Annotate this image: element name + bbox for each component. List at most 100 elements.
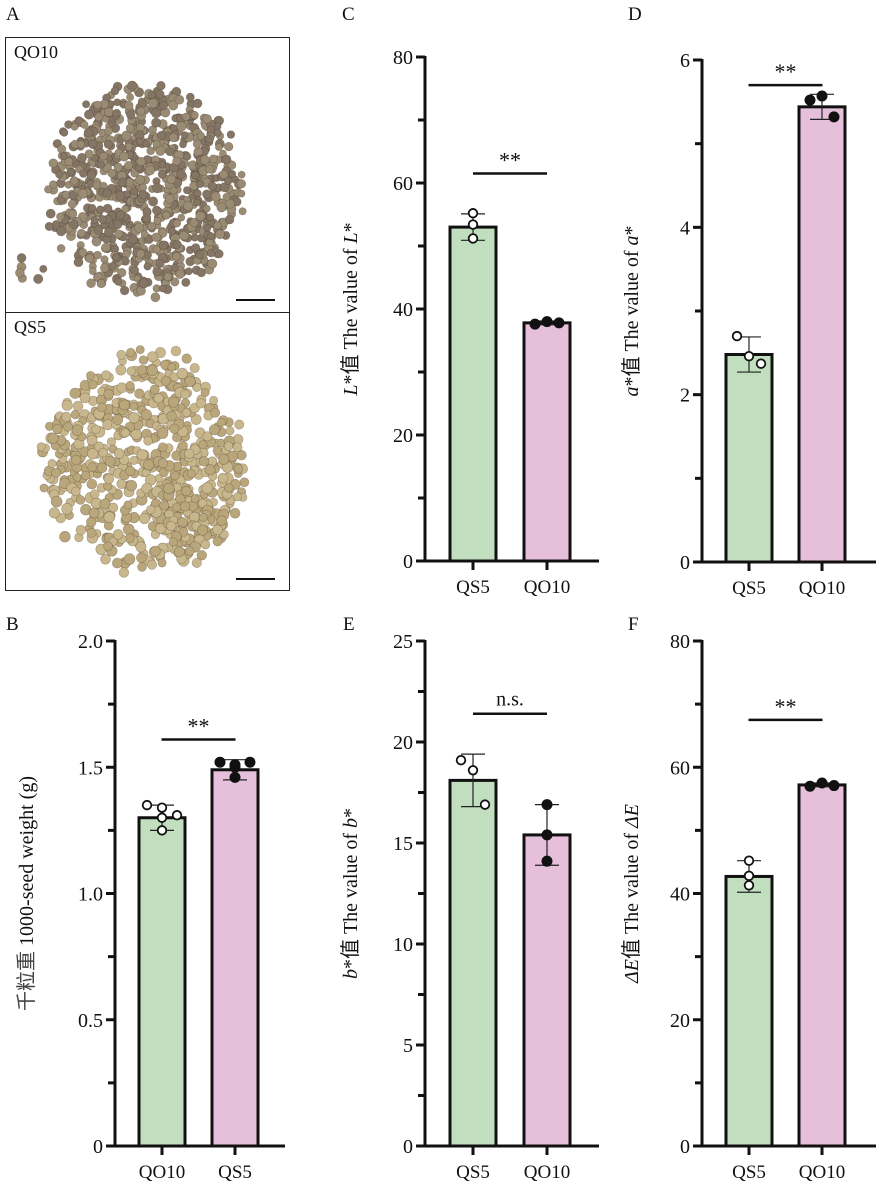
data-point: [743, 870, 755, 882]
seed: [88, 267, 97, 276]
seed: [214, 143, 223, 151]
seed: [118, 567, 130, 578]
seed: [170, 277, 180, 287]
seed: [179, 230, 190, 241]
data-point: [755, 358, 767, 369]
seed: [169, 186, 178, 195]
seed: [114, 191, 125, 202]
seed: [56, 212, 65, 221]
y-axis-label: b*值 The value of b*: [339, 808, 362, 979]
seed: [190, 413, 202, 425]
seed: [234, 419, 245, 430]
seed: [116, 267, 127, 278]
seed: [192, 139, 202, 149]
seed: [77, 153, 87, 163]
data-point: [804, 94, 816, 106]
seed: [72, 400, 84, 412]
seed: [238, 207, 247, 216]
seed: [203, 224, 212, 233]
seed: [56, 244, 66, 253]
seed: [226, 130, 236, 139]
x-tick-label: QS5: [456, 577, 490, 598]
data-point: [743, 880, 755, 891]
seed: [123, 160, 134, 171]
seed: [104, 126, 114, 136]
seed: [72, 472, 82, 482]
seed: [138, 278, 149, 289]
y-tick-label: 10: [393, 934, 413, 956]
seed: [140, 230, 149, 239]
y-tick-label: 0: [680, 1136, 690, 1158]
seed: [73, 257, 84, 268]
seed: [206, 213, 215, 222]
seed: [75, 524, 87, 536]
seed: [159, 240, 169, 250]
data-point: [541, 799, 553, 811]
seed: [95, 205, 105, 215]
seed: [224, 198, 235, 209]
seed: [222, 192, 231, 201]
bar-qs5: [210, 768, 260, 1148]
seed: [136, 106, 146, 116]
seed: [80, 120, 89, 129]
seed: [216, 202, 227, 213]
seed: [112, 253, 121, 262]
bar-qo10: [137, 816, 187, 1148]
seed-image-qo10: [15, 80, 247, 303]
seed: [99, 263, 110, 273]
seed: [177, 213, 186, 222]
seed: [145, 165, 156, 176]
seed: [170, 263, 179, 272]
seed: [98, 214, 107, 224]
seed: [67, 199, 78, 209]
seed: [157, 170, 167, 179]
seed: [79, 392, 91, 404]
seed: [103, 227, 114, 238]
seed: [102, 188, 112, 198]
seed: [224, 141, 234, 152]
seed: [184, 267, 193, 276]
seed: [96, 279, 106, 289]
y-axis-label: 千粒重 1000-seed weight (g): [15, 776, 38, 1011]
x-tick-label: QO10: [799, 578, 845, 599]
y-tick-label: 0.5: [78, 1010, 103, 1032]
y-tick-label: 0: [403, 551, 413, 573]
data-point: [467, 219, 479, 230]
y-tick-label: 4: [680, 217, 690, 239]
seed: [39, 264, 48, 273]
seed: [33, 273, 44, 284]
seed: [55, 170, 64, 179]
seed: [99, 151, 108, 161]
seed: [92, 180, 102, 190]
seed: [134, 388, 145, 399]
seed: [183, 200, 194, 212]
axes: [417, 640, 599, 1155]
seed: [179, 140, 187, 149]
seed: [112, 219, 123, 230]
seed: [119, 285, 130, 296]
seed: [115, 210, 126, 220]
x-tick-label: QS5: [218, 1162, 252, 1183]
seed: [207, 258, 218, 269]
seed: [100, 554, 111, 565]
seed: [93, 100, 102, 110]
seed: [213, 221, 222, 230]
seed: [44, 185, 53, 194]
x-tick-label: QO10: [139, 1162, 185, 1183]
y-tick-label: 80: [393, 47, 413, 69]
x-tick-label: QO10: [524, 577, 570, 598]
seed: [206, 125, 215, 134]
seed: [162, 211, 171, 220]
seed: [195, 211, 206, 222]
data-point: [541, 316, 553, 328]
seed: [237, 189, 246, 198]
seed: [79, 169, 88, 178]
seed: [94, 112, 103, 122]
y-tick-label: 20: [393, 425, 413, 447]
seed: [207, 232, 216, 241]
data-point: [828, 780, 840, 792]
seed: [196, 131, 205, 140]
data-point: [816, 90, 828, 102]
bar-qs5: [724, 353, 774, 564]
chart-d: 0 2 4 6 QS5 QO10 ** a*值 The value of a*: [620, 50, 876, 599]
